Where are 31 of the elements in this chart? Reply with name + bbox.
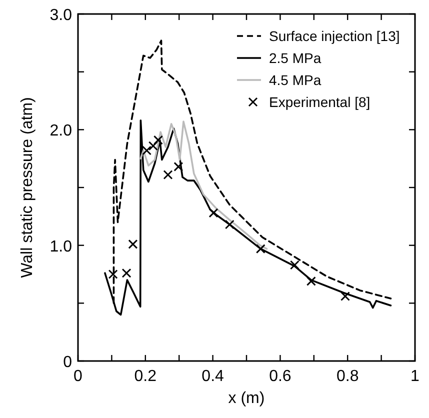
x-tick-label: 0 bbox=[74, 368, 83, 385]
y-tick-label: 1.0 bbox=[50, 238, 72, 256]
point bbox=[290, 260, 300, 270]
point bbox=[153, 135, 163, 145]
point bbox=[340, 291, 350, 301]
point bbox=[163, 170, 173, 180]
point bbox=[256, 244, 266, 254]
point bbox=[224, 220, 234, 230]
line-series bbox=[140, 120, 268, 250]
point bbox=[306, 276, 316, 286]
x-tick-label: 1 bbox=[410, 368, 420, 385]
y-axis-title: Wall static pressure (atm) bbox=[19, 97, 36, 278]
point bbox=[174, 162, 184, 172]
x-tick-label: 0.2 bbox=[134, 368, 157, 385]
y-tick-label: 0 bbox=[63, 354, 72, 371]
y-tick-label: 3.0 bbox=[50, 7, 72, 24]
legend-label: 4.5 MPa bbox=[269, 72, 322, 88]
point bbox=[108, 270, 118, 279]
legend-label: Surface injection [13] bbox=[269, 28, 400, 44]
legend-label: Experimental [8] bbox=[269, 94, 370, 110]
point bbox=[208, 208, 218, 218]
point bbox=[142, 146, 152, 156]
point bbox=[128, 239, 138, 249]
x-axis-title: x (m) bbox=[228, 390, 265, 407]
y-tick-label: 2.0 bbox=[50, 122, 72, 140]
x-tick-label: 0.8 bbox=[336, 368, 359, 385]
x-tick-label: 0.6 bbox=[269, 368, 292, 385]
legend-label: 2.5 MPa bbox=[269, 50, 322, 66]
point bbox=[122, 268, 132, 278]
x-tick-label: 0.4 bbox=[202, 368, 224, 385]
point bbox=[148, 141, 158, 151]
